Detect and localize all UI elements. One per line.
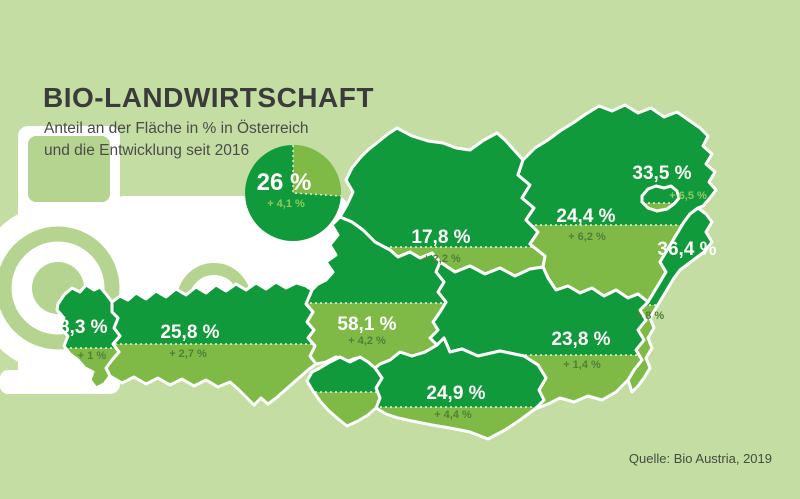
vorarlberg-delta: + 1 % bbox=[78, 350, 107, 362]
pie-chart: 26 % + 4,1 % bbox=[245, 145, 341, 241]
pie-value-label: 26 % bbox=[257, 169, 312, 196]
tirol-value: 25,8 % bbox=[160, 322, 219, 343]
steiermark-delta: + 1,4 % bbox=[563, 359, 601, 371]
burgenland-delta: + 8 % bbox=[636, 310, 665, 322]
region-labels: 18,3 % + 1 % 25,8 % + 2,7 % 58,1 % + 4,2… bbox=[48, 163, 716, 421]
tractor-fender bbox=[0, 370, 118, 394]
tractor-rear-rim bbox=[0, 226, 120, 350]
source-note: Quelle: Bio Austria, 2019 bbox=[628, 451, 772, 466]
region-wien bbox=[640, 184, 681, 213]
region-osttirol bbox=[305, 355, 384, 428]
niederoesterreich-value: 24,4 % bbox=[556, 206, 615, 227]
kaernten-value: 24,9 % bbox=[426, 383, 485, 404]
burgenland-value: 36,4 % bbox=[657, 239, 716, 260]
salzburg-delta: + 4,2 % bbox=[348, 335, 386, 347]
page-subtitle: Anteil an der Fläche in % in Österreich … bbox=[44, 118, 308, 162]
tractor-window bbox=[28, 136, 110, 202]
salzburg-value: 58,1 % bbox=[337, 314, 396, 335]
steiermark-value: 23,8 % bbox=[551, 329, 610, 350]
tirol-delta: + 2,7 % bbox=[169, 348, 207, 360]
subtitle-line-2: und die Entwicklung seit 2016 bbox=[44, 142, 250, 159]
subtitle-line-1: Anteil an der Fläche in % in Österreich bbox=[44, 120, 309, 137]
niederoesterreich-delta: + 6,2 % bbox=[568, 231, 606, 243]
oberoesterreich-delta: + 2,2 % bbox=[423, 253, 461, 265]
pie-wedge-26pct bbox=[293, 145, 341, 196]
oberoesterreich-value: 17,8 % bbox=[411, 227, 470, 248]
region-tirol bbox=[104, 280, 318, 407]
page-title: BIO-LANDWIRTSCHAFT bbox=[43, 82, 374, 113]
pie-delta-label: + 4,1 % bbox=[267, 198, 305, 210]
wien-delta: + 6,5 % bbox=[669, 190, 707, 202]
kaernten-delta: + 4,4 % bbox=[434, 409, 472, 421]
pie-wedge-divider bbox=[292, 145, 341, 197]
wien-value: 33,5 % bbox=[632, 163, 691, 184]
vorarlberg-value: 18,3 % bbox=[48, 317, 107, 338]
